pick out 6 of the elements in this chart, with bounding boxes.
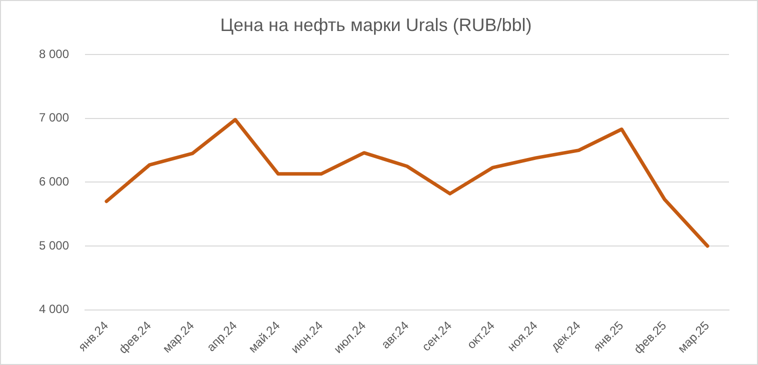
y-tick-label: 7 000 [39, 110, 70, 125]
chart-title: Цена на нефть марки Urals (RUB/bbl) [220, 14, 532, 35]
y-tick-label: 5 000 [39, 238, 70, 252]
y-tick-label: 4 000 [39, 302, 70, 316]
y-tick-label: 8 000 [39, 46, 70, 61]
y-tick-label: 6 000 [39, 174, 70, 189]
